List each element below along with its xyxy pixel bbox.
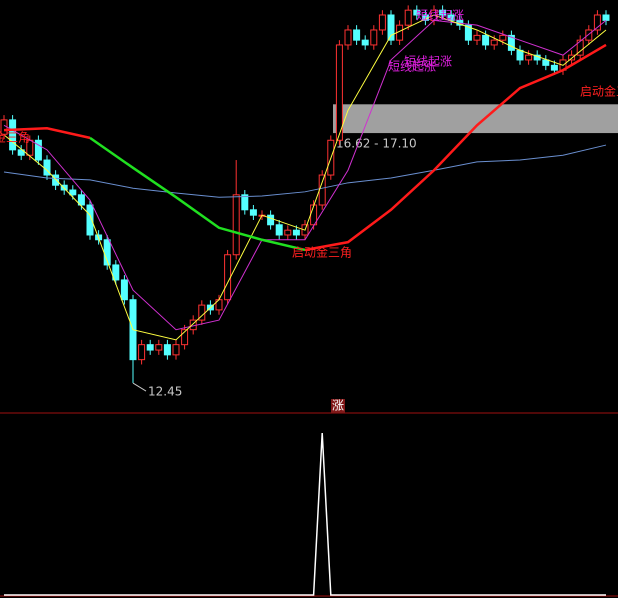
candle-body: [593, 14, 601, 31]
candle-body: [172, 344, 180, 356]
price-band: [333, 104, 618, 134]
candle-body: [370, 29, 378, 46]
candle-body: [318, 174, 326, 206]
band-label: 16.62 - 17.10: [336, 137, 417, 151]
candle-body: [576, 39, 584, 56]
low-label: 12.45: [148, 385, 182, 399]
candle-body: [550, 64, 558, 71]
indicator-label-box: [331, 399, 345, 413]
candle-body: [473, 34, 481, 41]
ma-line: [3, 144, 607, 198]
candle-body: [516, 49, 524, 61]
candle-body: [249, 209, 257, 216]
candle-body: [181, 329, 189, 346]
candle-body: [9, 119, 17, 151]
candle-body: [447, 14, 455, 21]
candle-body: [344, 29, 352, 46]
candle-body: [146, 344, 154, 351]
indicator-label: 涨: [332, 398, 344, 413]
candle-body: [542, 59, 550, 66]
candle-body: [361, 39, 369, 46]
signal-label: 启动金三角: [580, 84, 618, 99]
candle-body: [138, 344, 146, 361]
ma-line: [89, 136, 306, 252]
candle-body: [77, 194, 85, 206]
signal-label: 启动金三角: [0, 130, 30, 145]
candle-body: [602, 14, 610, 21]
candle-body: [69, 189, 77, 196]
candle-body: [284, 229, 292, 236]
candle-body: [413, 9, 421, 16]
candle-body: [490, 39, 498, 46]
candle-body: [52, 174, 60, 186]
candle-body: [353, 29, 361, 41]
candle-body: [155, 344, 163, 351]
candle-body: [525, 54, 533, 61]
candle-body: [267, 214, 275, 226]
candle-body: [275, 224, 283, 236]
candle-body: [335, 44, 343, 141]
ma-line: [3, 43, 607, 252]
signal-label: 启动金三角: [292, 245, 352, 260]
candle-body: [163, 344, 171, 356]
signal-label: 短线起涨: [388, 59, 436, 74]
candle-body: [17, 149, 25, 156]
candle-body: [232, 194, 240, 256]
candle-body: [464, 24, 472, 41]
candle-body: [120, 279, 128, 301]
candle-body: [439, 9, 447, 16]
candle-body: [568, 54, 576, 61]
candle-body: [224, 254, 232, 301]
candle-body: [404, 9, 412, 26]
signal-label: 短线起涨: [404, 54, 452, 69]
low-pointer: [132, 382, 147, 392]
candle-body: [86, 204, 94, 236]
candle-body: [585, 29, 593, 41]
signal-label: 短线起涨: [416, 8, 464, 23]
candle-body: [241, 194, 249, 211]
candle-body: [112, 264, 120, 281]
candle-body: [499, 34, 507, 41]
candle-body: [34, 139, 42, 161]
candle-body: [507, 34, 515, 51]
ma-line: [3, 19, 607, 331]
candle-body: [292, 229, 300, 236]
candle-body: [482, 34, 490, 46]
candle-body: [378, 14, 386, 31]
candle-body: [387, 14, 395, 41]
indicator-line: [4, 432, 606, 596]
ma-line: [3, 14, 607, 341]
